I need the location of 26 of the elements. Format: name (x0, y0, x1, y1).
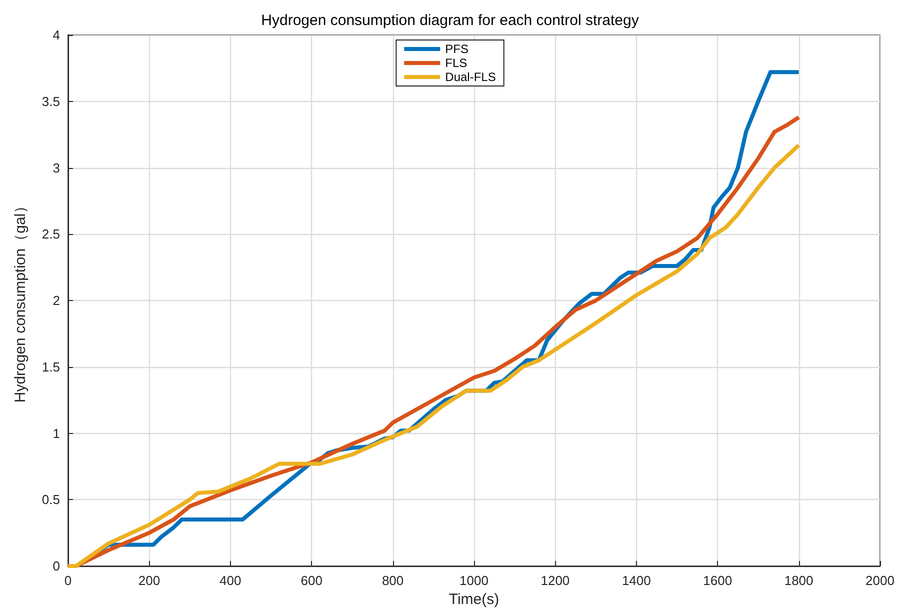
legend-label: PFS (445, 42, 468, 56)
x-tick-label: 1200 (540, 573, 570, 588)
x-tick-label: 800 (382, 573, 404, 588)
x-axis-title: Time(s) (448, 590, 500, 608)
y-axis-title: Hydrogen consumption（gal） (12, 198, 29, 403)
chart-title: Hydrogen consumption diagram for each control strategy (261, 12, 640, 29)
y-tick-label: 1 (52, 426, 60, 441)
x-tick-label: 200 (138, 573, 160, 588)
y-tick-label: 3 (52, 160, 60, 176)
y-tick-label: 1.5 (42, 359, 60, 374)
x-tick-label: 2000 (866, 573, 894, 588)
legend-label: FLS (445, 56, 468, 70)
x-tick-label: 1800 (784, 573, 814, 588)
y-tick-label: 4 (52, 28, 60, 42)
x-tick-label: 600 (300, 573, 322, 588)
legend-label: Dual-FLS (445, 70, 496, 84)
x-tick-label: 400 (220, 573, 242, 588)
y-tick-label: 3.5 (42, 94, 60, 109)
y-tick-label: 2 (52, 293, 60, 308)
x-tick-label: 1000 (460, 573, 488, 588)
y-tick-label: 0.5 (42, 492, 60, 508)
y-tick-label: 0 (52, 558, 60, 574)
x-tick-label: 1600 (703, 573, 732, 588)
x-tick-label: 0 (64, 573, 72, 588)
y-tick-label: 2.5 (42, 226, 60, 242)
x-tick-label: 1400 (622, 573, 651, 588)
